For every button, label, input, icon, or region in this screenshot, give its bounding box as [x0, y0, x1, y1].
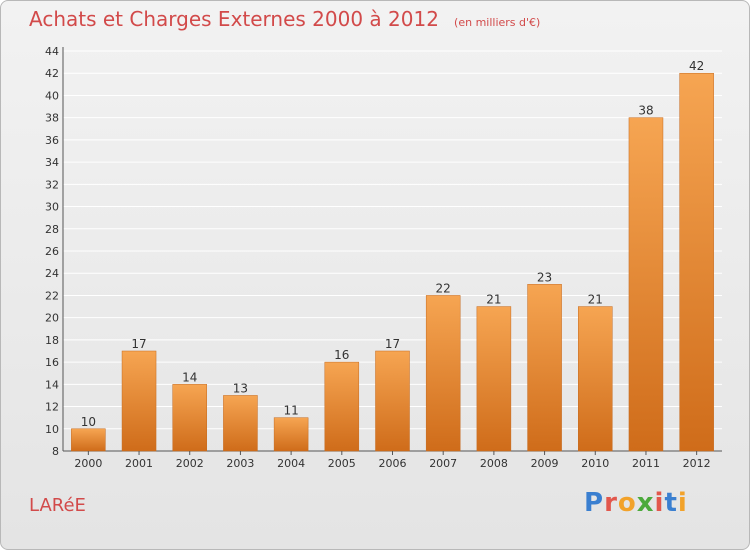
data-label: 42	[689, 59, 704, 73]
y-tick-label: 14	[45, 378, 59, 391]
y-tick-label: 34	[45, 156, 59, 169]
y-tick-label: 10	[45, 423, 59, 436]
x-tick-label: 2002	[176, 457, 204, 470]
x-tick-label: 2003	[226, 457, 254, 470]
bar-2006	[375, 350, 410, 452]
data-label: 13	[233, 381, 248, 395]
x-tick-label: 2005	[328, 457, 356, 470]
y-tick-label: 30	[45, 201, 59, 214]
data-label: 14	[182, 370, 197, 384]
x-tick-label: 2001	[125, 457, 153, 470]
y-tick-label: 32	[45, 178, 59, 191]
bar-2010	[578, 306, 613, 452]
logo-letter: x	[636, 488, 655, 518]
data-label: 17	[385, 337, 400, 351]
bar-2005	[324, 361, 360, 452]
data-label: 17	[131, 337, 146, 351]
chart-subtitle: (en milliers d'€)	[454, 16, 541, 29]
data-label: 23	[537, 270, 552, 284]
data-label: 21	[588, 293, 603, 307]
chart-title: Achats et Charges Externes 2000 à 2012	[29, 7, 439, 31]
data-label: 16	[334, 348, 349, 362]
data-label: 38	[638, 104, 653, 118]
y-tick-label: 20	[45, 312, 59, 325]
bar-2011	[628, 117, 664, 452]
bar-2012	[679, 72, 714, 452]
bar-2001	[121, 350, 157, 452]
bar-2004	[273, 417, 309, 452]
y-tick-label: 38	[45, 112, 59, 125]
bar-2000	[71, 428, 106, 452]
logo-letter: P	[584, 488, 605, 518]
y-tick-label: 28	[45, 223, 59, 236]
y-tick-label: 12	[45, 401, 59, 414]
x-tick-label: 2008	[480, 457, 508, 470]
logo-letter: i	[654, 488, 665, 518]
bar-2009	[527, 284, 562, 452]
logo-letter: r	[604, 488, 618, 518]
y-tick-label: 26	[45, 245, 59, 258]
logo-letter: t	[664, 488, 678, 518]
y-tick-label: 18	[45, 334, 59, 347]
x-tick-label: 2009	[531, 457, 559, 470]
x-tick-label: 2006	[379, 457, 407, 470]
y-tick-label: 22	[45, 289, 59, 302]
x-tick-label: 2004	[277, 457, 305, 470]
y-tick-label: 8	[52, 445, 59, 458]
y-tick-label: 40	[45, 89, 59, 102]
x-tick-label: 2011	[632, 457, 660, 470]
y-tick-label: 42	[45, 67, 59, 80]
logo-letter: o	[617, 488, 637, 518]
y-tick-label: 24	[45, 267, 59, 280]
data-label: 10	[81, 415, 96, 429]
data-label: 22	[436, 281, 451, 295]
x-tick-label: 2000	[74, 457, 102, 470]
x-tick-label: 2007	[429, 457, 457, 470]
data-label: 11	[283, 404, 298, 418]
y-tick-label: 36	[45, 134, 59, 147]
data-label: 21	[486, 293, 501, 307]
x-tick-label: 2012	[683, 457, 711, 470]
bar-2002	[172, 384, 207, 452]
logo-letter: i	[677, 488, 688, 518]
y-tick-label: 16	[45, 356, 59, 369]
x-tick-label: 2010	[581, 457, 609, 470]
proxiti-logo: Proxiti	[584, 488, 688, 518]
commune-name: LARéE	[29, 495, 86, 516]
bar-2008	[476, 306, 512, 452]
bar-2007	[425, 295, 461, 452]
title-row: Achats et Charges Externes 2000 à 2012 (…	[29, 7, 540, 31]
y-tick-label: 44	[45, 45, 59, 58]
bar-2003	[223, 395, 258, 452]
